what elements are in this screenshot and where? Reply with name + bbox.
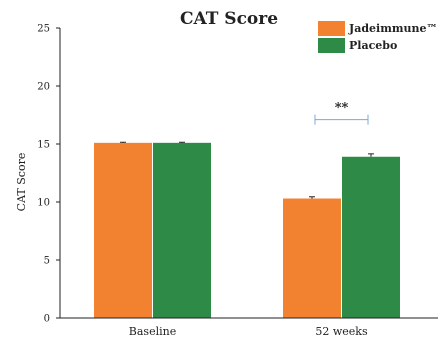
x-ticks: Baseline 52 weeks: [129, 325, 368, 338]
significance-label: **: [335, 101, 349, 116]
y-tick-label: 5: [44, 256, 50, 267]
chart-title: CAT Score: [180, 9, 278, 29]
legend-swatch: [318, 21, 345, 36]
legend-swatch: [318, 38, 345, 53]
y-tick-label: 20: [37, 82, 50, 93]
x-tick-label: Baseline: [129, 325, 176, 338]
y-tick-label: 25: [37, 24, 50, 35]
legend: Jadeimmune™ Placebo: [318, 21, 437, 53]
legend-label: Jadeimmune™: [348, 22, 437, 35]
y-tick-label: 10: [37, 198, 50, 209]
error-bars: [120, 141, 374, 199]
y-ticks: 0 5 10 15 20 25: [37, 24, 60, 325]
y-axis-label: CAT Score: [15, 153, 28, 212]
legend-label: Placebo: [349, 39, 397, 52]
bar: [342, 156, 400, 318]
y-tick-label: 15: [37, 140, 50, 151]
annotations: **: [314, 101, 369, 125]
bars: [94, 142, 400, 318]
bar: [94, 142, 152, 318]
bar: [283, 198, 341, 318]
x-tick-label: 52 weeks: [315, 325, 368, 338]
bar: [153, 142, 211, 318]
y-tick-label: 0: [44, 314, 50, 325]
